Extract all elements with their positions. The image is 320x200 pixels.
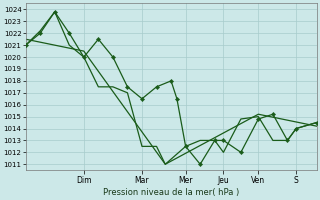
- X-axis label: Pression niveau de la mer( hPa ): Pression niveau de la mer( hPa ): [103, 188, 239, 197]
